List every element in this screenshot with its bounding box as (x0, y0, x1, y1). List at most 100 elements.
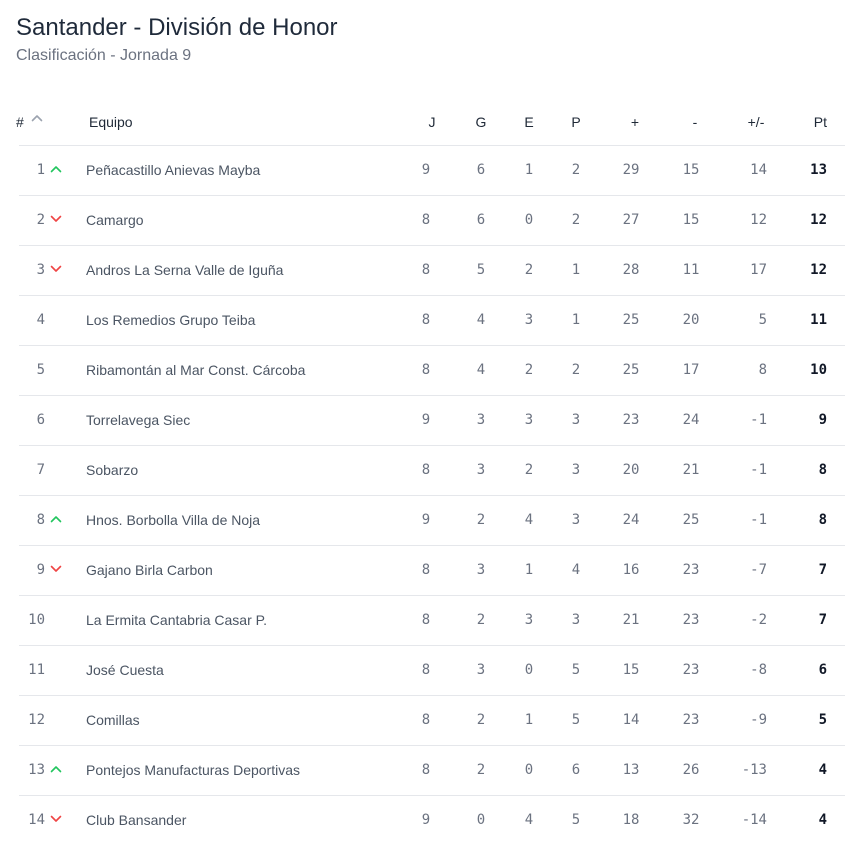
table-row[interactable]: 5 Ribamontán al Mar Const. Cárcoba 8 4 2 2 25 1… (19, 345, 845, 395)
standings-table: # Equipo J G E P + - +/- Pt 1 Peñacastill… (0, 99, 845, 845)
goal-difference-cell: -1 (750, 462, 767, 478)
goals-against-cell: 17 (682, 362, 700, 378)
column-header-goals-for[interactable]: + (630, 114, 640, 130)
played-cell: 8 (421, 712, 431, 728)
drawn-cell: 0 (524, 212, 534, 228)
goal-difference-cell: -7 (750, 562, 767, 578)
drawn-cell: 3 (524, 612, 534, 628)
position-cell: 8 (36, 512, 45, 528)
position-cell: 6 (36, 412, 45, 428)
goal-difference-cell: 8 (758, 362, 767, 378)
position-cell: 11 (28, 662, 45, 678)
drawn-cell: 4 (524, 512, 534, 528)
team-name-cell: Gajano Birla Carbon (86, 562, 213, 578)
lost-cell: 2 (571, 212, 581, 228)
lost-cell: 5 (571, 712, 581, 728)
table-row[interactable]: 2 Camargo 8 6 0 2 27 15 12 12 (19, 195, 845, 245)
goals-against-cell: 24 (682, 412, 700, 428)
table-row[interactable]: 7 Sobarzo 8 3 2 3 20 21 -1 8 (19, 445, 845, 495)
goals-for-cell: 18 (622, 812, 640, 828)
column-header-team[interactable]: Equipo (89, 114, 133, 130)
goal-difference-cell: 12 (750, 212, 767, 228)
goal-difference-cell: -8 (750, 662, 767, 678)
won-cell: 2 (476, 762, 486, 778)
goals-for-cell: 28 (622, 262, 640, 278)
drawn-cell: 2 (524, 462, 534, 478)
position-cell: 14 (28, 812, 45, 828)
team-name-cell: Ribamontán al Mar Const. Cárcoba (86, 362, 306, 378)
table-row[interactable]: 11 José Cuesta 8 3 0 5 15 23 -8 6 (19, 645, 845, 695)
goal-difference-cell: -1 (750, 512, 767, 528)
goals-against-cell: 15 (682, 162, 700, 178)
goals-for-cell: 23 (622, 412, 640, 428)
position-cell: 7 (36, 462, 45, 478)
column-header-goals-against[interactable]: - (692, 114, 698, 130)
column-header-position[interactable]: # (16, 114, 24, 130)
goals-against-cell: 20 (682, 312, 700, 328)
points-cell: 5 (818, 712, 827, 728)
column-header-points[interactable]: Pt (813, 114, 827, 130)
table-row[interactable]: 3 Andros La Serna Valle de Iguña 8 5 2 1 28 11 1… (19, 245, 845, 295)
goals-against-cell: 21 (682, 462, 700, 478)
points-cell: 7 (818, 562, 827, 578)
table-row[interactable]: 9 Gajano Birla Carbon 8 3 1 4 16 23 -7 7 (19, 545, 845, 595)
table-row[interactable]: 1 Peñacastillo Anievas Mayba 9 6 1 2 29 15 14 13 (19, 145, 845, 195)
page-header: Santander - División de Honor Clasificac… (16, 12, 338, 67)
table-row[interactable]: 14 Club Bansander 9 0 4 5 18 32 -14 4 (19, 795, 845, 845)
team-name-cell: Hnos. Borbolla Villa de Noja (86, 512, 261, 528)
table-row[interactable]: 8 Hnos. Borbolla Villa de Noja 9 2 4 3 24 25 -1 8 (19, 495, 845, 545)
position-cell: 13 (28, 762, 45, 778)
column-header-lost[interactable]: P (571, 114, 581, 130)
played-cell: 8 (421, 562, 431, 578)
column-header-drawn[interactable]: E (524, 114, 534, 130)
team-name-cell: Comillas (86, 712, 140, 728)
position-cell: 1 (36, 162, 45, 178)
table-row[interactable]: 12 Comillas 8 2 1 5 14 23 -9 5 (19, 695, 845, 745)
played-cell: 8 (421, 362, 431, 378)
points-cell: 8 (818, 462, 827, 478)
column-header-goal-difference[interactable]: +/- (747, 114, 765, 130)
goal-difference-cell: 14 (750, 162, 767, 178)
goals-for-cell: 13 (622, 762, 640, 778)
goals-against-cell: 11 (682, 262, 700, 278)
goals-for-cell: 21 (622, 612, 640, 628)
position-cell: 10 (28, 612, 45, 628)
goals-for-cell: 16 (622, 562, 640, 578)
column-header-won[interactable]: G (475, 114, 487, 130)
goals-for-cell: 24 (622, 512, 640, 528)
lost-cell: 1 (571, 262, 581, 278)
position-cell: 2 (36, 212, 45, 228)
won-cell: 3 (476, 462, 486, 478)
played-cell: 9 (421, 812, 431, 828)
drawn-cell: 1 (524, 712, 534, 728)
drawn-cell: 3 (524, 412, 534, 428)
sort-ascending-icon[interactable] (31, 114, 43, 122)
page-subtitle: Clasificación - Jornada 9 (16, 47, 192, 64)
won-cell: 6 (476, 212, 486, 228)
lost-cell: 3 (571, 412, 581, 428)
points-cell: 8 (818, 512, 827, 528)
played-cell: 8 (421, 212, 431, 228)
played-cell: 8 (421, 462, 431, 478)
table-row[interactable]: 4 Los Remedios Grupo Teiba 8 4 3 1 25 20 5 11 (19, 295, 845, 345)
played-cell: 9 (421, 512, 431, 528)
drawn-cell: 4 (524, 812, 534, 828)
played-cell: 8 (421, 312, 431, 328)
column-header-played[interactable]: J (428, 114, 436, 130)
page-title: Santander - División de Honor (16, 14, 338, 41)
points-cell: 12 (810, 212, 827, 228)
table-row[interactable]: 10 La Ermita Cantabria Casar P. 8 2 3 3 21 23 -2… (19, 595, 845, 645)
table-row[interactable]: 13 Pontejos Manufacturas Deportivas 8 2 0 6 13… (19, 745, 845, 795)
points-cell: 13 (810, 162, 827, 178)
goals-against-cell: 32 (682, 812, 700, 828)
points-cell: 12 (810, 262, 827, 278)
goals-for-cell: 25 (622, 362, 640, 378)
position-cell: 4 (36, 312, 45, 328)
goals-against-cell: 23 (682, 712, 700, 728)
team-name-cell: Camargo (86, 212, 144, 228)
lost-cell: 3 (571, 462, 581, 478)
table-row[interactable]: 6 Torrelavega Siec 9 3 3 3 23 24 -1 9 (19, 395, 845, 445)
won-cell: 3 (476, 562, 486, 578)
points-cell: 4 (818, 762, 827, 778)
table-header: # Equipo J G E P + - +/- Pt (0, 99, 845, 145)
